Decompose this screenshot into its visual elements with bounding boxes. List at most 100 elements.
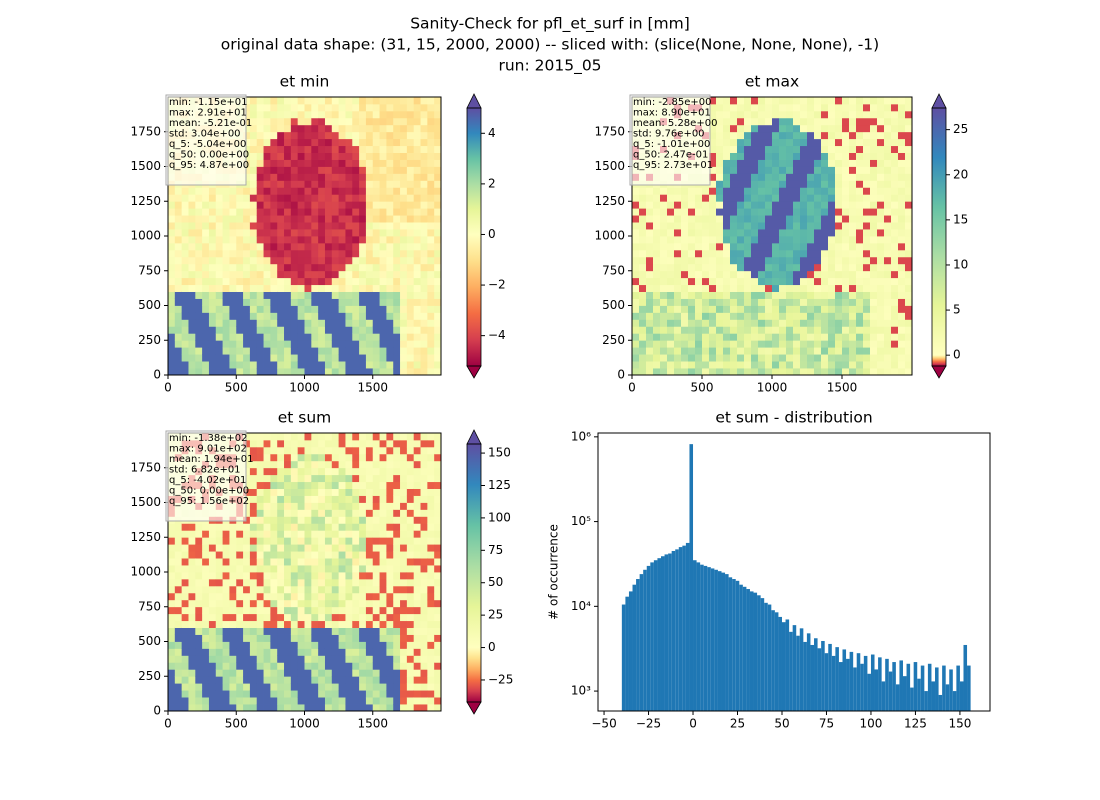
image-cell [304,319,312,327]
image-cell [814,333,822,341]
image-cell [434,502,442,510]
image-cell [297,662,305,670]
image-cell [229,333,237,341]
image-cell [898,180,906,188]
image-cell [318,627,326,635]
image-cell [835,110,843,119]
image-cell [277,488,285,496]
image-cell [800,145,808,153]
image-cell [406,124,415,133]
image-cell [284,537,292,545]
image-cell [765,270,773,279]
image-cell [263,124,271,133]
image-cell [277,530,285,538]
image-cell [821,270,829,279]
image-cell [297,354,305,362]
image-cell [821,208,829,216]
image-cell [849,131,857,140]
image-cell [406,516,415,524]
image-cell [639,201,647,209]
image-cell [420,138,428,147]
image-cell [877,298,885,306]
image-cell [174,291,183,299]
image-cell [434,201,442,209]
image-cell [849,173,857,181]
image-cell [168,194,176,202]
image-cell [359,284,367,292]
image-cell [737,138,745,147]
image-cell [723,194,731,202]
image-cell [434,263,442,272]
image-cell [195,284,203,292]
image-cell [891,208,899,216]
image-cell [393,249,401,258]
image-cell [427,509,435,517]
image-cell [270,277,278,286]
image-cell [821,256,829,265]
image-cell [856,131,864,140]
image-cell [181,572,189,580]
image-cell [413,201,421,209]
image-cell [256,138,264,147]
image-cell [427,298,435,306]
image-cell [400,488,408,496]
image-cell [331,319,340,327]
image-cell [828,249,836,258]
image-cell [660,305,668,313]
image-cell [695,208,703,216]
colorbar-tick-label: 10 [953,257,968,271]
image-cell [849,166,857,174]
image-cell [828,180,836,188]
image-cell [188,236,196,244]
image-cell [277,291,285,299]
image-cell [863,340,871,348]
image-cell [891,263,899,272]
image-cell [297,669,305,677]
image-cell [304,704,312,712]
image-cell [723,208,731,216]
image-cell [849,187,857,195]
image-cell [352,669,360,677]
image-cell [297,208,305,216]
image-cell [842,110,850,119]
image-cell [716,277,724,286]
image-cell [744,145,752,153]
image-cell [723,180,731,188]
image-cell [215,354,223,362]
image-cell [835,173,843,181]
image-cell [284,208,292,216]
image-cell [263,97,271,105]
image-cell [434,704,442,712]
image-cell [842,256,850,265]
image-cell [427,256,435,265]
image-cell [379,284,387,292]
image-cell [681,298,689,306]
image-cell [345,502,353,510]
image-cell [215,270,223,279]
image-cell [660,201,668,209]
colorbar-tick-label: 0 [488,227,496,241]
image-cell [243,495,251,503]
image-cell [222,236,230,244]
image-cell [256,544,264,552]
image-cell [709,152,717,160]
image-cell [716,354,724,362]
image-cell [406,453,415,462]
image-cell [181,312,189,320]
image-cell [779,305,787,313]
stats-line: q_50: 2.47e-01 [633,150,708,161]
image-cell [311,347,319,355]
image-cell [413,173,421,181]
image-cell [284,439,292,448]
image-cell [891,152,899,160]
image-cell [297,229,305,237]
image-cell [758,368,766,376]
image-cell [744,333,752,341]
image-cell [236,298,244,306]
image-cell [174,242,183,251]
image-cell [835,138,843,147]
image-cell [751,110,759,119]
image-cell [891,103,899,112]
image-cell [737,277,745,286]
image-cell [243,523,251,531]
